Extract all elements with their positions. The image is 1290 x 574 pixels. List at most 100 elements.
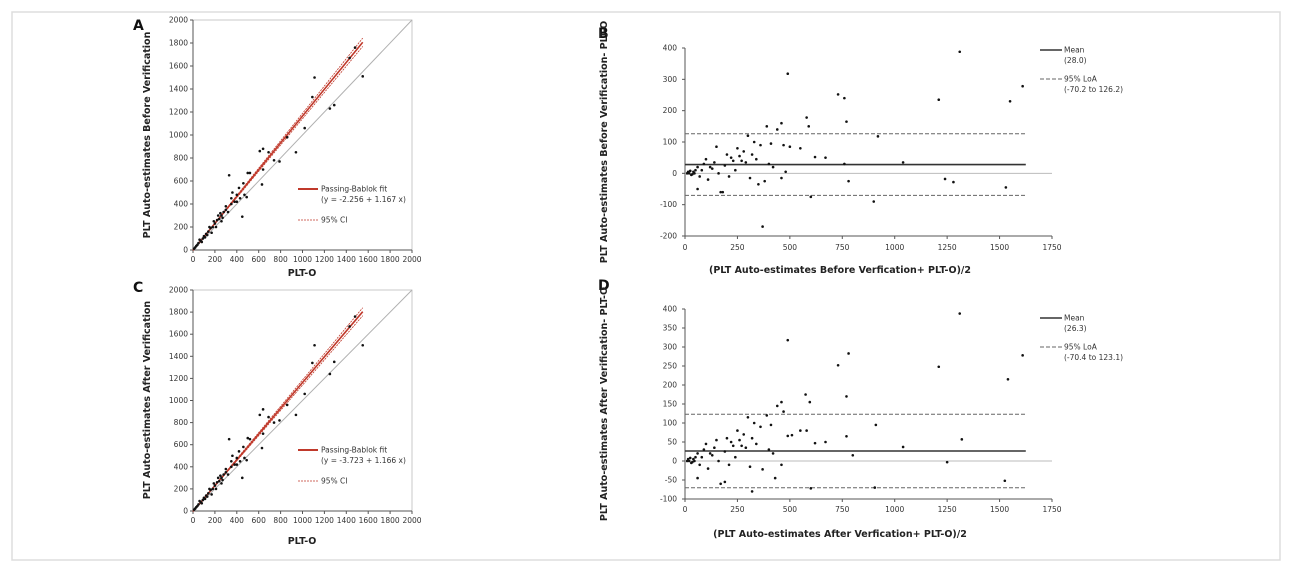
ci-upper-line — [192, 307, 364, 512]
data-point — [845, 120, 848, 123]
data-point — [744, 161, 748, 164]
legend-mean-value: (26.3) — [1064, 324, 1087, 333]
data-point — [786, 434, 790, 438]
data-point — [824, 156, 827, 159]
data-point — [729, 440, 733, 444]
data-point — [294, 150, 298, 154]
data-point — [687, 459, 691, 463]
data-point — [836, 93, 840, 96]
data-point — [780, 400, 783, 404]
data-point — [943, 177, 947, 181]
data-point — [704, 442, 708, 446]
y-tick-label: 100 — [663, 419, 678, 428]
data-point — [782, 410, 785, 413]
data-point — [203, 497, 207, 501]
data-point — [278, 419, 281, 422]
data-point — [723, 480, 727, 484]
y-tick-label: 0 — [672, 457, 677, 466]
data-point — [771, 165, 775, 169]
y-tick-label: 300 — [663, 343, 678, 352]
data-point — [738, 438, 741, 442]
data-point — [742, 433, 746, 436]
data-point — [313, 343, 316, 347]
y-tick-label: 1400 — [169, 352, 188, 361]
y-tick-label: -100 — [660, 495, 677, 504]
data-point — [246, 171, 250, 175]
data-point — [736, 429, 739, 432]
data-point — [780, 176, 783, 180]
y-tick-label: 300 — [663, 75, 678, 84]
y-tick-label: 1000 — [169, 396, 188, 405]
data-point — [685, 459, 689, 463]
data-point — [235, 200, 239, 203]
x-tick-label: 0 — [191, 255, 196, 264]
data-point — [215, 218, 219, 222]
data-point — [693, 459, 696, 463]
data-point — [220, 476, 223, 480]
data-point — [688, 456, 692, 460]
y-tick-label: 350 — [663, 324, 678, 333]
data-point — [245, 458, 248, 462]
data-point — [748, 465, 752, 469]
data-point — [215, 480, 219, 484]
data-point — [757, 183, 760, 186]
data-point — [260, 446, 264, 450]
data-point — [769, 423, 773, 427]
data-point — [213, 222, 217, 225]
data-point — [361, 75, 365, 78]
y-tick-label: 1800 — [169, 39, 188, 48]
data-point — [710, 454, 714, 457]
panel-a: 0 200 400 600 800 1000 1200 1400 1600 1800 2000020… — [142, 16, 422, 280]
data-point — [960, 438, 964, 441]
data-point — [303, 126, 306, 130]
data-point — [210, 493, 213, 496]
legend-fit-equation: (y = -2.256 + 1.167 x) — [321, 195, 406, 204]
data-point — [702, 448, 706, 451]
data-point — [744, 446, 748, 450]
y-tick-label: 200 — [174, 223, 189, 232]
data-point — [686, 170, 690, 174]
panel-c: 0 200 400 600 800 1000 1200 1400 1600 1800 2000020… — [142, 286, 422, 548]
data-point — [233, 463, 236, 466]
data-point — [784, 170, 787, 174]
panel-label-d: D — [598, 278, 610, 294]
data-point — [227, 437, 231, 441]
data-point — [691, 172, 694, 176]
data-point — [788, 145, 792, 148]
data-point — [220, 219, 223, 223]
data-point — [799, 429, 802, 432]
data-point — [348, 325, 351, 328]
y-tick-label: 150 — [663, 400, 678, 409]
data-point — [958, 312, 962, 315]
x-tick-label: 1200 — [315, 255, 334, 264]
x-tick-label: 250 — [730, 243, 745, 252]
data-point — [809, 487, 813, 490]
x-tick-label: 1600 — [359, 255, 378, 264]
data-point — [780, 463, 783, 467]
data-point — [755, 157, 758, 161]
x-tick-label: 200 — [208, 255, 223, 264]
data-point — [750, 153, 754, 156]
data-point — [1008, 99, 1012, 103]
x-axis-title: PLT-O — [288, 536, 317, 547]
data-point — [231, 191, 234, 194]
data-point — [240, 215, 244, 218]
y-tick-label: 400 — [174, 200, 189, 209]
data-point — [1003, 479, 1007, 483]
legend-fit-label: Passing-Bablok fit — [321, 185, 387, 194]
y-tick-label: 800 — [174, 154, 189, 163]
legend-mean-value: (28.0) — [1064, 56, 1087, 65]
data-point — [192, 247, 196, 250]
y-tick-label: 2000 — [169, 286, 188, 295]
data-point — [235, 456, 239, 460]
data-point — [780, 121, 783, 125]
data-point — [847, 352, 850, 355]
data-point — [258, 149, 262, 153]
data-point — [332, 360, 336, 364]
x-tick-label: 1500 — [990, 505, 1009, 514]
y-tick-label: 200 — [663, 106, 678, 115]
data-point — [847, 179, 850, 183]
data-point — [328, 372, 332, 376]
x-tick-label: 1750 — [1042, 243, 1061, 252]
x-tick-label: 200 — [208, 516, 223, 525]
